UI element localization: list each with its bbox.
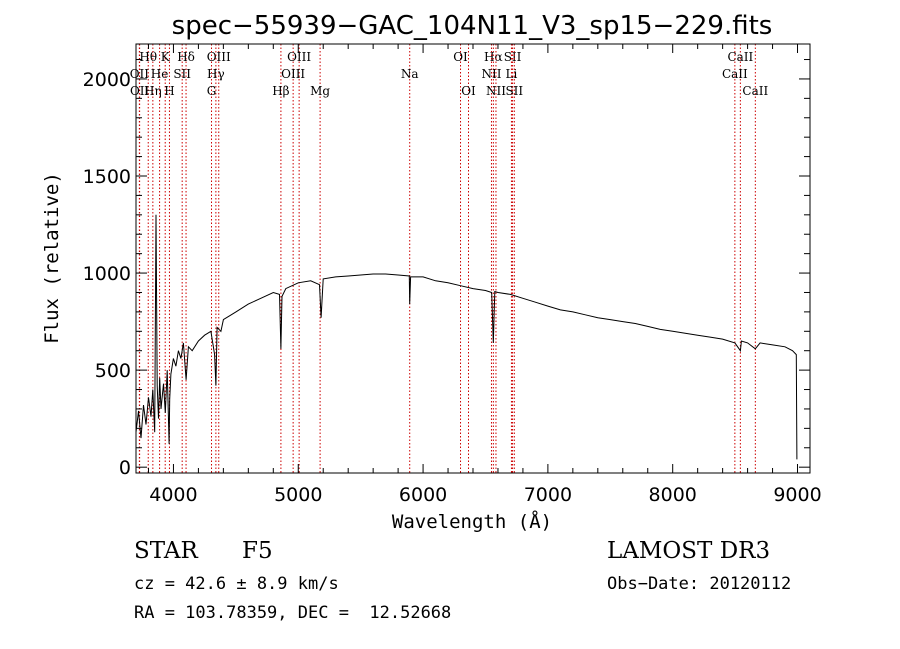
spectral-line-label: OIII <box>207 50 231 64</box>
spectral-subclass: F5 <box>242 538 273 564</box>
y-tick-label: 0 <box>119 457 131 479</box>
spectral-line-label: SII <box>504 50 522 64</box>
y-axis-label: Flux (relative) <box>41 172 63 344</box>
x-tick-label: 7000 <box>524 484 572 506</box>
plot-frame <box>135 43 811 474</box>
spectral-line-label: Hγ <box>207 67 225 81</box>
spectral-line-label: K <box>161 50 171 64</box>
spectral-line-label: He <box>151 67 169 81</box>
x-tick-label: 4000 <box>149 484 197 506</box>
spectral-line-label: Hθ <box>139 50 157 64</box>
spectral-line-label: OII <box>130 67 150 81</box>
y-tick-label: 1500 <box>83 166 131 188</box>
x-tick-label: 5000 <box>274 484 322 506</box>
observation-date: Obs−Date: 20120112 <box>607 574 792 594</box>
object-class: STAR <box>134 538 198 564</box>
coordinates: RA = 103.78359, DEC = 12.52668 <box>134 603 452 623</box>
spectral-line-label: OI <box>461 84 476 98</box>
spectral-line-label: OIII <box>287 50 311 64</box>
spectral-line-label: OI <box>453 50 468 64</box>
spectral-line-label: G <box>207 84 217 98</box>
y-tick-label: 500 <box>95 360 131 382</box>
spectral-line-label: CaII <box>727 50 753 64</box>
spectral-line-label: Na <box>401 67 419 81</box>
spectral-line-label: SII <box>505 84 523 98</box>
spectral-line-label: SII <box>173 67 191 81</box>
spectral-line-label: Mg <box>310 84 330 98</box>
spectral-line-label: NII <box>481 67 501 81</box>
x-tick-label: 9000 <box>773 484 821 506</box>
y-tick-label: 1000 <box>83 263 131 285</box>
spectral-line-label: H <box>164 84 174 98</box>
spectral-line-label: NII <box>486 84 506 98</box>
spectral-line-label: Hβ <box>272 84 289 98</box>
x-tick-label: 6000 <box>399 484 447 506</box>
redshift-velocity: cz = 42.6 ± 8.9 km/s <box>134 574 339 594</box>
x-axis-ticks: 4000 5000 6000 7000 8000 9000 <box>147 44 822 506</box>
y-axis-ticks: 0 500 1000 1500 2000 <box>83 59 810 479</box>
spectral-line-label: Hδ <box>177 50 195 64</box>
spectral-line-label: Hη <box>144 84 162 98</box>
y-tick-label: 2000 <box>83 69 131 91</box>
x-axis-label: Wavelength (Å) <box>392 510 552 533</box>
spectral-line-label: OII <box>130 84 150 98</box>
spectral-line-label: OIII <box>281 67 305 81</box>
chart-title: spec−55939−GAC_104N11_V3_sp15−229.fits <box>172 11 773 41</box>
x-tick-label: 8000 <box>649 484 697 506</box>
spectral-line-label: CaII <box>742 84 768 98</box>
survey-name: LAMOST DR3 <box>607 538 771 564</box>
spectral-line-label: Hα <box>484 50 503 64</box>
spectrum-line <box>135 214 798 460</box>
spectral-line-label: Li <box>506 67 518 81</box>
spectral-line-label: CaII <box>722 67 748 81</box>
